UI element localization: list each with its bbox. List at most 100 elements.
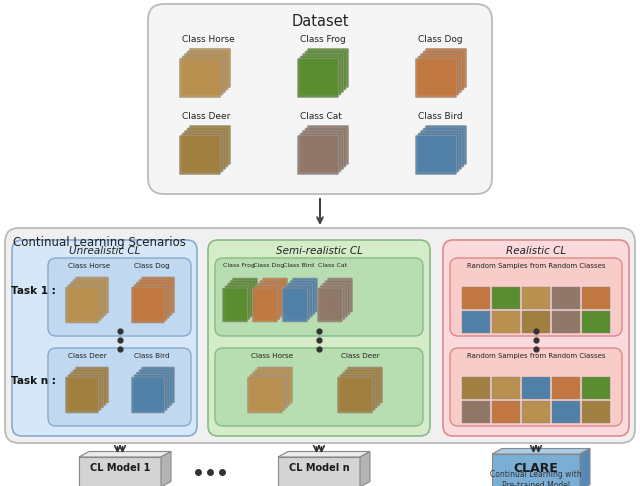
Text: Class Deer: Class Deer <box>341 353 380 359</box>
Bar <box>462 377 490 399</box>
Text: Class Deer: Class Deer <box>68 353 107 359</box>
Bar <box>79 457 161 486</box>
Bar <box>522 287 550 309</box>
Polygon shape <box>580 449 590 486</box>
FancyBboxPatch shape <box>179 136 221 174</box>
FancyBboxPatch shape <box>48 348 191 426</box>
Text: Class Frog: Class Frog <box>223 263 255 268</box>
FancyBboxPatch shape <box>260 280 285 314</box>
Text: Class Bird: Class Bird <box>418 112 463 121</box>
FancyBboxPatch shape <box>348 367 383 403</box>
Polygon shape <box>161 451 171 486</box>
FancyBboxPatch shape <box>300 133 341 172</box>
FancyBboxPatch shape <box>305 51 346 90</box>
FancyBboxPatch shape <box>298 58 339 98</box>
FancyBboxPatch shape <box>329 279 351 311</box>
FancyBboxPatch shape <box>307 49 349 87</box>
Text: Continual Learning with
Pre-trained Model: Continual Learning with Pre-trained Mode… <box>490 470 582 486</box>
Text: Random Samples from Random Classes: Random Samples from Random Classes <box>467 263 605 269</box>
Text: Class Cat: Class Cat <box>300 112 342 121</box>
Bar <box>552 311 580 333</box>
FancyBboxPatch shape <box>191 127 229 163</box>
FancyBboxPatch shape <box>148 4 492 194</box>
FancyBboxPatch shape <box>345 369 380 405</box>
FancyBboxPatch shape <box>323 283 348 317</box>
FancyBboxPatch shape <box>257 283 282 317</box>
FancyBboxPatch shape <box>420 131 461 170</box>
Bar <box>462 287 490 309</box>
FancyBboxPatch shape <box>342 372 378 408</box>
FancyBboxPatch shape <box>234 279 256 311</box>
FancyBboxPatch shape <box>191 50 229 86</box>
FancyBboxPatch shape <box>298 136 339 174</box>
FancyBboxPatch shape <box>282 288 307 322</box>
FancyBboxPatch shape <box>450 348 622 426</box>
FancyBboxPatch shape <box>423 128 464 167</box>
Text: CL Model n: CL Model n <box>289 463 349 473</box>
FancyBboxPatch shape <box>136 282 170 318</box>
Bar <box>582 311 610 333</box>
FancyBboxPatch shape <box>189 49 230 87</box>
Text: Random Samples from Random Classes: Random Samples from Random Classes <box>467 353 605 359</box>
FancyBboxPatch shape <box>189 125 230 164</box>
FancyBboxPatch shape <box>337 377 372 413</box>
FancyBboxPatch shape <box>184 131 225 170</box>
FancyBboxPatch shape <box>215 348 423 426</box>
FancyBboxPatch shape <box>143 278 173 312</box>
FancyBboxPatch shape <box>131 377 164 413</box>
FancyBboxPatch shape <box>427 127 465 163</box>
FancyBboxPatch shape <box>131 287 164 323</box>
FancyBboxPatch shape <box>292 278 317 312</box>
FancyBboxPatch shape <box>227 283 253 317</box>
Text: Task 1 :: Task 1 : <box>11 286 56 296</box>
FancyBboxPatch shape <box>141 277 175 313</box>
FancyBboxPatch shape <box>305 128 346 167</box>
FancyBboxPatch shape <box>179 58 221 98</box>
FancyBboxPatch shape <box>76 367 109 403</box>
FancyBboxPatch shape <box>427 50 465 86</box>
FancyBboxPatch shape <box>325 280 350 314</box>
Bar <box>492 287 520 309</box>
FancyBboxPatch shape <box>290 280 315 314</box>
FancyBboxPatch shape <box>76 277 109 313</box>
FancyBboxPatch shape <box>12 240 197 436</box>
FancyBboxPatch shape <box>65 377 99 413</box>
FancyBboxPatch shape <box>450 258 622 336</box>
Text: Realistic CL: Realistic CL <box>506 246 566 256</box>
FancyBboxPatch shape <box>426 49 467 87</box>
Bar <box>552 287 580 309</box>
Bar <box>492 377 520 399</box>
FancyBboxPatch shape <box>262 278 287 312</box>
FancyBboxPatch shape <box>73 279 106 315</box>
Text: Class Dog: Class Dog <box>134 263 170 269</box>
FancyBboxPatch shape <box>250 375 285 411</box>
Text: CL Model 1: CL Model 1 <box>90 463 150 473</box>
FancyBboxPatch shape <box>418 56 459 95</box>
Text: Class Dog: Class Dog <box>253 263 284 268</box>
FancyBboxPatch shape <box>309 127 347 163</box>
FancyBboxPatch shape <box>423 51 464 90</box>
FancyBboxPatch shape <box>303 131 344 170</box>
FancyBboxPatch shape <box>443 240 629 436</box>
FancyBboxPatch shape <box>134 375 167 411</box>
FancyBboxPatch shape <box>139 369 172 405</box>
Polygon shape <box>360 451 370 486</box>
Text: Class Frog: Class Frog <box>300 35 346 44</box>
FancyBboxPatch shape <box>328 278 353 312</box>
FancyBboxPatch shape <box>349 368 381 401</box>
FancyBboxPatch shape <box>139 279 172 315</box>
FancyBboxPatch shape <box>70 282 104 318</box>
Text: Class Horse: Class Horse <box>251 353 293 359</box>
FancyBboxPatch shape <box>77 368 107 401</box>
Text: Class Horse: Class Horse <box>68 263 110 269</box>
FancyBboxPatch shape <box>136 372 170 408</box>
Text: Class Cat: Class Cat <box>318 263 348 268</box>
FancyBboxPatch shape <box>320 285 345 319</box>
Text: Class Dog: Class Dog <box>418 35 463 44</box>
Bar <box>462 311 490 333</box>
Bar <box>278 457 360 486</box>
FancyBboxPatch shape <box>257 367 292 403</box>
FancyBboxPatch shape <box>287 283 312 317</box>
Bar <box>492 311 520 333</box>
Text: Unrealistic CL: Unrealistic CL <box>69 246 140 256</box>
